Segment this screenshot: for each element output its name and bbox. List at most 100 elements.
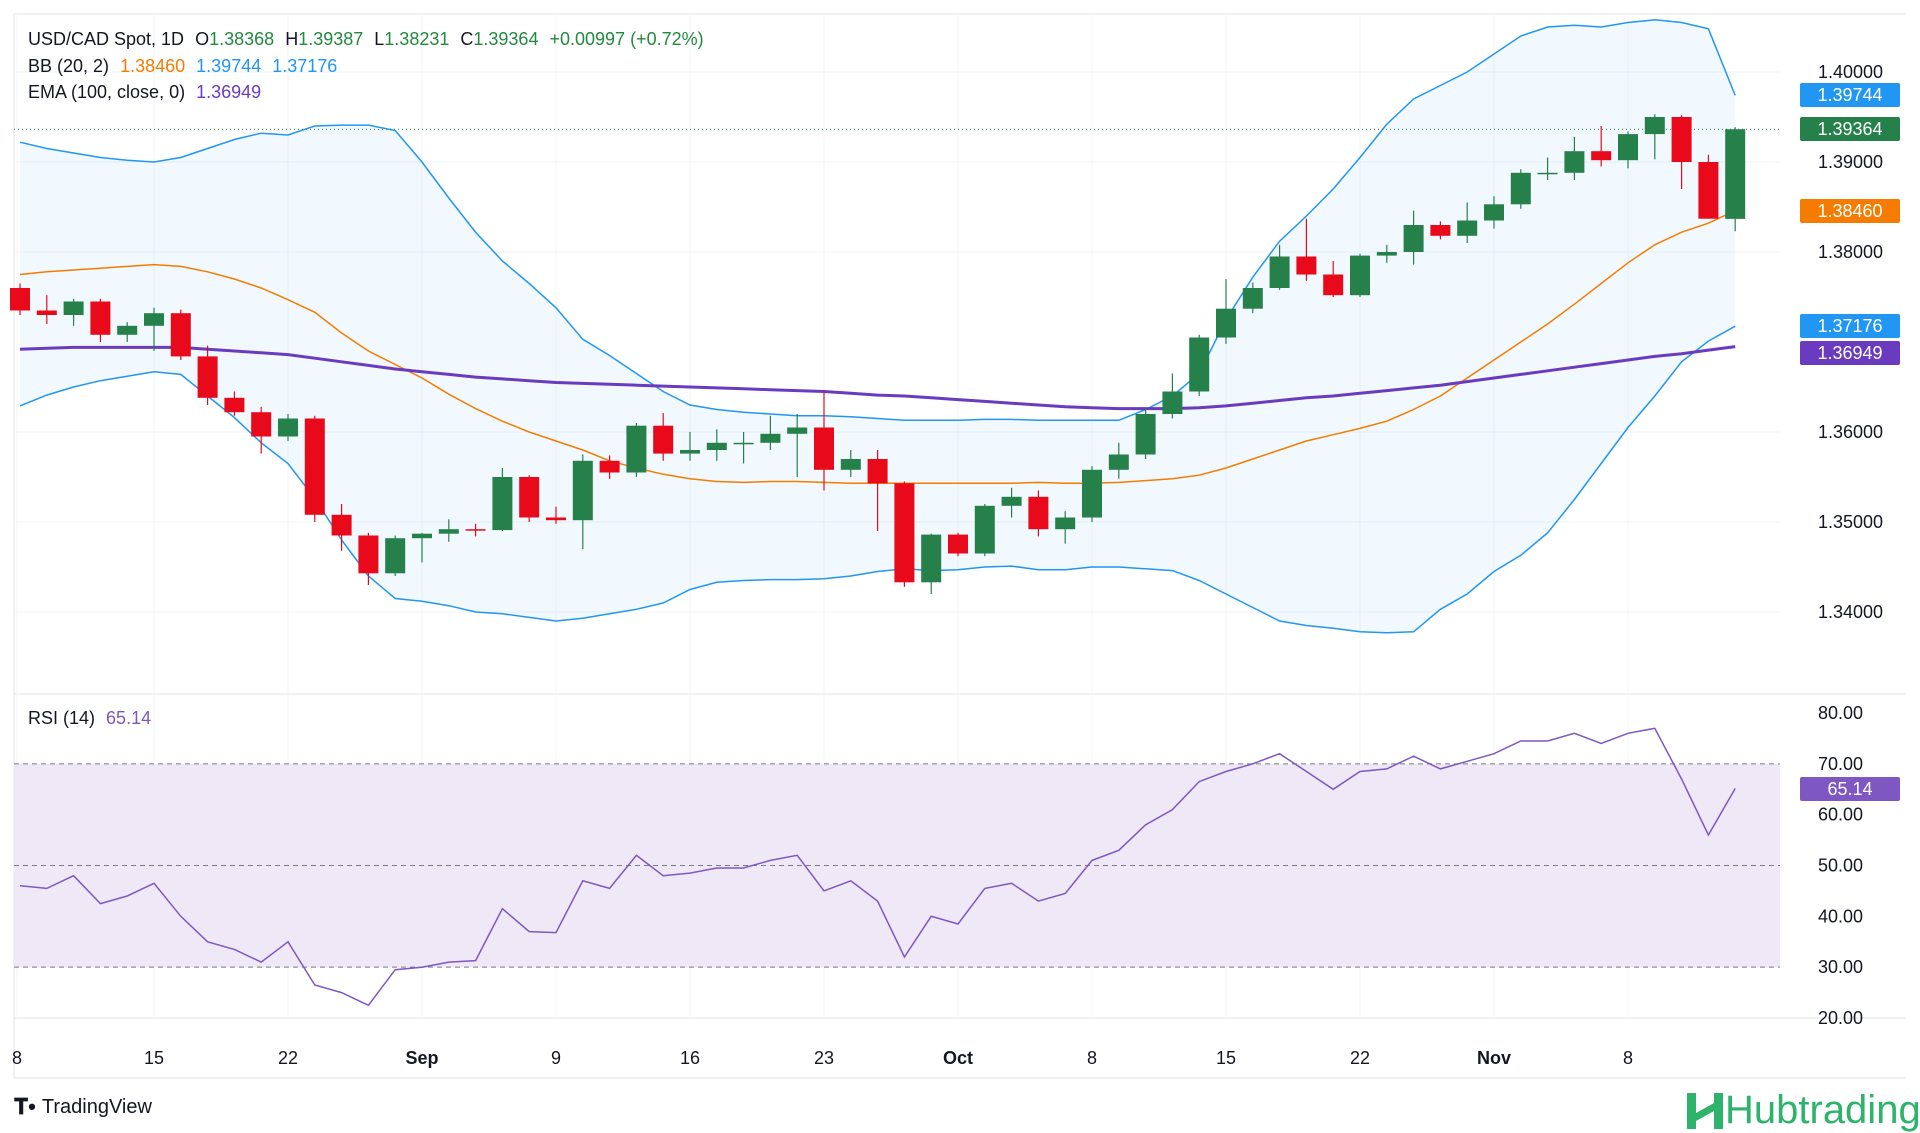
open-label: O xyxy=(195,29,210,49)
close-value: 1.39364 xyxy=(473,29,539,49)
ema-badge: 1.36949 xyxy=(1800,341,1900,365)
price-tick-label: 1.35000 xyxy=(1818,512,1883,532)
low-value: 1.38231 xyxy=(384,29,450,49)
candle-body xyxy=(1296,256,1317,275)
candle-body xyxy=(1189,337,1210,392)
price-tick-label: 1.40000 xyxy=(1818,62,1883,82)
ema-100-line xyxy=(19,345,1736,411)
candle-body xyxy=(572,460,593,521)
candle-body xyxy=(1055,517,1076,530)
tradingview-mark-icon: 𝐓• xyxy=(14,1094,36,1119)
symbol-label: USD/CAD Spot, 1D xyxy=(28,29,185,49)
candle-body xyxy=(519,477,540,518)
rsi-tick-label: 80.00 xyxy=(1818,703,1863,723)
ema-value: 1.36949 xyxy=(196,82,262,102)
candle-body xyxy=(814,427,834,470)
tradingview-brand: TradingView xyxy=(41,1095,152,1118)
candle-body xyxy=(921,534,942,583)
candle-body xyxy=(144,313,164,326)
tradingview-logo[interactable]: 𝐓• TradingView xyxy=(14,1094,152,1120)
candle-body xyxy=(412,533,432,539)
candle-body xyxy=(948,534,968,554)
time-tick-label: 22 xyxy=(1350,1048,1370,1068)
candle-body xyxy=(251,412,272,437)
candle-body xyxy=(1216,308,1236,338)
rsi-tick-label: 50.00 xyxy=(1818,856,1863,876)
candle-body xyxy=(840,459,861,470)
candle-body xyxy=(224,397,245,413)
candle-body xyxy=(1376,252,1397,256)
candle-body xyxy=(1510,172,1531,205)
candle-body xyxy=(465,529,486,531)
candle-body xyxy=(787,427,808,434)
candle-body xyxy=(706,442,727,450)
candle-body xyxy=(36,310,57,315)
rsi-legend: RSI (14) 65.14 xyxy=(28,708,157,729)
candle-body xyxy=(331,514,352,536)
time-tick-label: Sep xyxy=(405,1048,438,1068)
candle-body xyxy=(117,325,138,335)
candle-body xyxy=(1162,391,1183,414)
hubtrading-text: Hubtrading xyxy=(1725,1088,1920,1132)
bb-legend: BB (20, 2) 1.38460 1.39744 1.37176 xyxy=(28,56,343,77)
rsi-value: 65.14 xyxy=(106,708,152,728)
time-tick-label: 8 xyxy=(1087,1048,1097,1068)
candle-body xyxy=(1001,496,1022,506)
candle-body xyxy=(1323,274,1344,296)
bb-upper-line xyxy=(19,19,1736,422)
candle-body xyxy=(1135,414,1156,455)
candle-body xyxy=(894,483,915,583)
time-tick-label: 8 xyxy=(12,1048,22,1068)
time-tick-label: 15 xyxy=(144,1048,164,1068)
candle-body xyxy=(1725,129,1746,219)
close-label: C xyxy=(460,29,474,49)
bb-lower-badge: 1.37176 xyxy=(1800,314,1900,338)
bb-lower-value: 1.37176 xyxy=(272,56,338,76)
bb-label: BB (20, 2) xyxy=(28,56,110,76)
ohlc-legend: USD/CAD Spot, 1D O1.38368 H1.39387 L1.38… xyxy=(28,29,710,50)
price-tick-label: 1.34000 xyxy=(1818,602,1883,622)
candle-body xyxy=(653,425,674,454)
candle-body xyxy=(680,450,700,454)
rsi-line xyxy=(19,727,1736,1007)
candle-body xyxy=(358,535,379,574)
ema-legend: EMA (100, close, 0) 1.36949 xyxy=(28,82,267,103)
candle-body xyxy=(760,433,781,443)
candle-body xyxy=(1537,172,1558,175)
rsi-label: RSI (14) xyxy=(28,708,96,728)
time-tick-label: Oct xyxy=(943,1048,973,1068)
price-tick-label: 1.38000 xyxy=(1818,242,1883,262)
time-tick-label: 8 xyxy=(1623,1048,1633,1068)
hubtrading-h-icon xyxy=(1687,1092,1723,1129)
candle-body xyxy=(1591,151,1612,161)
price-tick-label: 1.36000 xyxy=(1818,422,1883,442)
candle-body xyxy=(1350,255,1370,296)
candle-body xyxy=(626,425,647,473)
change-value: +0.00997 (+0.72%) xyxy=(549,29,704,49)
candle-body xyxy=(1644,117,1665,135)
candle-body xyxy=(733,442,754,445)
bb-mid-badge: 1.38460 xyxy=(1800,199,1900,223)
candle-body xyxy=(867,459,888,484)
candle-body xyxy=(1484,204,1504,221)
rsi-tick-label: 30.00 xyxy=(1818,957,1863,977)
candle-body xyxy=(1082,469,1102,518)
candle-body xyxy=(546,517,566,521)
hubtrading-watermark: Hubtrading xyxy=(1685,1088,1920,1133)
candle-body xyxy=(197,356,218,398)
candle-body xyxy=(974,505,995,554)
time-tick-label: 16 xyxy=(680,1048,700,1068)
candle-body xyxy=(1564,151,1585,173)
candle-body xyxy=(63,301,84,315)
time-tick-label: 23 xyxy=(814,1048,834,1068)
candle-body xyxy=(1403,225,1424,252)
high-value: 1.39387 xyxy=(298,29,364,49)
candle-body xyxy=(1108,454,1129,470)
open-value: 1.38368 xyxy=(209,29,275,49)
close-price-badge: 1.39364 xyxy=(1800,117,1900,141)
candle-body xyxy=(10,288,30,311)
rsi-tick-label: 40.00 xyxy=(1818,906,1863,926)
candle-body xyxy=(492,477,513,531)
rsi-tick-label: 70.00 xyxy=(1818,754,1863,774)
